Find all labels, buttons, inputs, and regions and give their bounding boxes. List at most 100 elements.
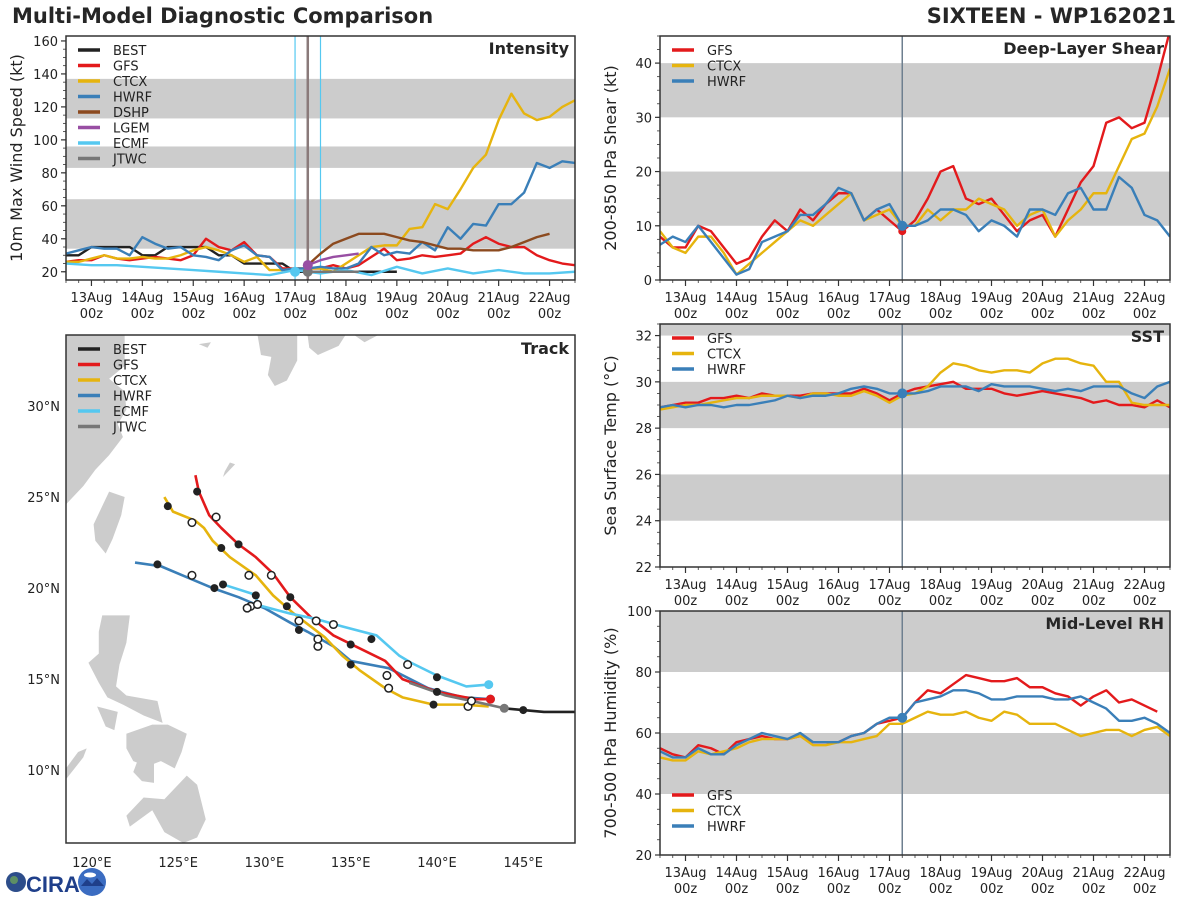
series-line-hwrf — [66, 160, 575, 272]
x-tick-label: 20Aug — [1022, 291, 1064, 306]
x-tick-sublabel: 00z — [776, 307, 800, 322]
legend-label-lgem: LGEM — [113, 122, 150, 137]
x-tick-sublabel: 00z — [674, 307, 698, 322]
x-tick-label: 15Aug — [767, 866, 809, 881]
track-line-gfs — [194, 474, 491, 701]
track-marker-12h — [252, 599, 263, 610]
x-tick-label: 22Aug — [1124, 866, 1166, 881]
y-tick-label: 40 — [635, 57, 652, 72]
track-marker-24h — [346, 640, 355, 649]
plot-area — [66, 36, 575, 280]
x-tick-label: 20Aug — [1022, 866, 1064, 881]
lon-tick-label: 125°E — [158, 856, 198, 871]
landmass-luzon — [88, 615, 163, 723]
track-line-ecmf — [222, 583, 489, 688]
y-tick-label: 40 — [635, 788, 652, 803]
track-marker-12h — [311, 616, 321, 626]
threshold-band — [660, 474, 1170, 521]
x-tick-sublabel: 00z — [385, 307, 409, 322]
x-tick-label: 18Aug — [920, 866, 962, 881]
x-tick-label: 15Aug — [172, 291, 214, 306]
x-tick-label: 18Aug — [325, 291, 367, 306]
x-tick-label: 22Aug — [1124, 291, 1166, 306]
threshold-band — [660, 611, 1170, 672]
x-tick-sublabel: 00z — [827, 307, 851, 322]
track-marker-24h — [234, 540, 243, 549]
panel-title: Mid-Level RH — [1045, 614, 1164, 633]
y-tick-label: 32 — [635, 330, 652, 345]
track-marker-12h — [313, 634, 323, 644]
series-line-hwrf — [660, 175, 1170, 276]
x-tick-sublabel: 00z — [878, 307, 902, 322]
landmass-visayas-north — [126, 724, 187, 769]
x-tick-label: 17Aug — [869, 866, 911, 881]
legend-label-jtwc: JTWC — [112, 421, 147, 436]
y-tick-label: 140 — [33, 68, 58, 83]
x-tick-label: 19Aug — [971, 578, 1013, 593]
x-tick-label: 19Aug — [376, 291, 418, 306]
x-tick-label: 21Aug — [478, 291, 520, 306]
y-tick-label: 20 — [41, 266, 58, 281]
x-tick-sublabel: 00z — [1031, 307, 1055, 322]
track-marker-12h — [244, 570, 254, 580]
x-tick-label: 13Aug — [665, 291, 707, 306]
y-tick-label: 80 — [41, 167, 58, 182]
track-start-marker-jtwc — [499, 703, 509, 713]
x-tick-label: 14Aug — [716, 578, 758, 593]
x-tick-sublabel: 00z — [538, 307, 562, 322]
x-tick-label: 16Aug — [223, 291, 265, 306]
x-tick-sublabel: 00z — [1133, 307, 1157, 322]
x-tick-sublabel: 00z — [1133, 594, 1157, 609]
panel-shear: 01020304013Aug00z14Aug00z15Aug00z16Aug00… — [601, 35, 1171, 322]
x-tick-label: 20Aug — [427, 291, 469, 306]
track-marker-12h — [313, 641, 323, 651]
legend-label-gfs: GFS — [113, 60, 139, 75]
y-tick-label: 160 — [33, 35, 58, 50]
lat-tick-label: 25°N — [27, 491, 60, 506]
series-line-lgem — [307, 252, 359, 267]
x-tick-sublabel: 00z — [929, 882, 953, 897]
legend-label-best: BEST — [113, 44, 146, 59]
landmass-taiwan — [93, 491, 125, 554]
landmass-palawan-tip — [66, 748, 87, 780]
track-marker-12h — [211, 512, 221, 522]
x-tick-label: 18Aug — [920, 291, 962, 306]
x-tick-sublabel: 00z — [334, 307, 358, 322]
x-tick-sublabel: 00z — [1031, 882, 1055, 897]
x-tick-label: 14Aug — [716, 291, 758, 306]
x-tick-label: 19Aug — [971, 291, 1013, 306]
track-marker-24h — [282, 602, 291, 611]
track-marker-24h — [294, 625, 303, 634]
lon-tick-label: 135°E — [331, 856, 371, 871]
y-tick-label: 26 — [635, 468, 652, 483]
x-tick-sublabel: 00z — [1133, 882, 1157, 897]
x-tick-label: 19Aug — [971, 866, 1013, 881]
plot-area — [660, 611, 1170, 855]
map-frame — [65, 334, 576, 844]
x-tick-sublabel: 00z — [725, 307, 749, 322]
series-line-gfs — [660, 36, 1170, 265]
logo-text: CIRA — [26, 872, 80, 897]
panel-title: Track — [521, 339, 569, 358]
landmass-jeju — [198, 342, 211, 348]
series-line-dshp — [306, 232, 550, 267]
x-tick-label: 17Aug — [274, 291, 316, 306]
lat-tick-label: 30°N — [27, 400, 60, 415]
landmass-shikoku-honshu — [307, 335, 346, 356]
x-tick-sublabel: 00z — [827, 594, 851, 609]
track-marker-24h — [251, 591, 260, 600]
y-tick-label: 22 — [635, 561, 652, 576]
track-marker-12h — [187, 570, 197, 580]
track-line-jtwc — [408, 681, 505, 710]
legend-label-gfs: GFS — [113, 359, 139, 374]
x-tick-sublabel: 00z — [1031, 594, 1055, 609]
track-line-best — [502, 706, 575, 714]
panel-intensity: 2040608010012014016013Aug00z14Aug00z15Au… — [7, 35, 576, 322]
y-tick-label: 10 — [635, 220, 652, 235]
plot-area — [660, 324, 1170, 567]
track-marker-24h — [432, 687, 441, 696]
x-tick-label: 13Aug — [665, 578, 707, 593]
